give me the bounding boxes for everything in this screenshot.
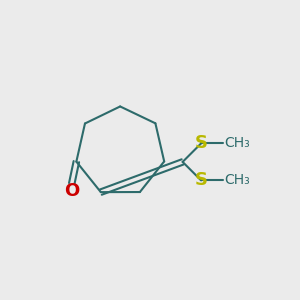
Text: CH₃: CH₃	[224, 136, 250, 150]
Text: S: S	[195, 171, 208, 189]
Text: O: O	[64, 182, 80, 200]
Text: S: S	[195, 134, 208, 152]
Text: CH₃: CH₃	[224, 173, 250, 188]
